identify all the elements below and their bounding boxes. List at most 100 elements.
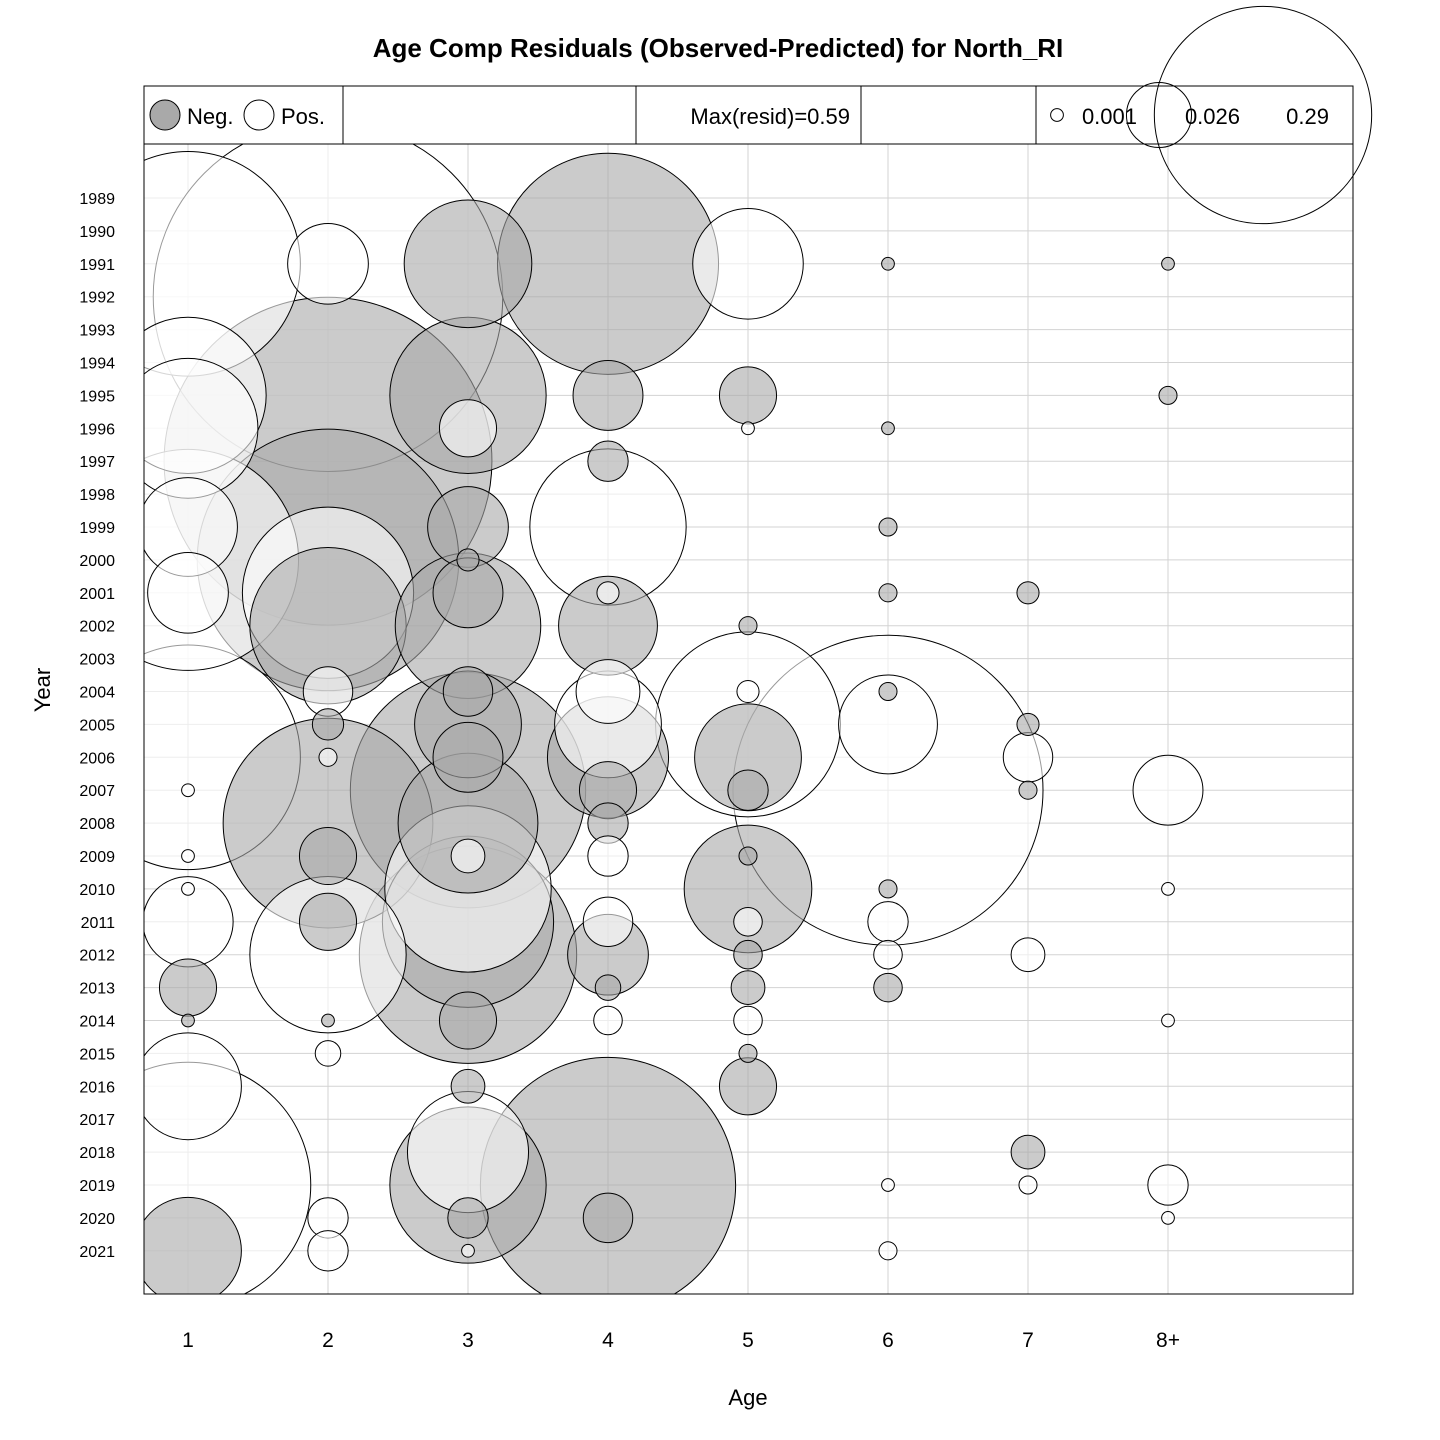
residual-bubble [461, 1243, 475, 1258]
chart-title: Age Comp Residuals (Observed-Predicted) … [373, 33, 1064, 63]
residual-bubble [1161, 882, 1175, 896]
residual-bubble [881, 256, 895, 271]
y-tick-label: 2018 [79, 1145, 115, 1162]
residual-bubble [403, 199, 533, 329]
y-tick-label: 1997 [79, 454, 115, 471]
residual-bubble [438, 399, 498, 458]
y-tick-label: 2011 [81, 915, 116, 932]
legend-size-entries: 0.001 0.026 0.29 [1050, 5, 1373, 225]
residual-bubble [878, 583, 898, 603]
legend-neg-symbol [149, 99, 181, 131]
legend-pos-label: Pos. [281, 104, 325, 129]
residual-bubble [1018, 780, 1038, 800]
residual-bubble [442, 666, 494, 717]
residual-bubble [158, 958, 218, 1017]
residual-bubble [572, 359, 644, 431]
residual-bubble [318, 747, 338, 767]
y-tick-label: 2019 [79, 1178, 115, 1195]
y-tick-label: 1994 [79, 356, 115, 373]
residual-bubble [733, 1005, 763, 1036]
x-tick-label: 8+ [1156, 1329, 1180, 1352]
y-tick-label: 2021 [79, 1244, 115, 1261]
legend-max-box [635, 85, 862, 145]
residual-bubble [298, 826, 358, 886]
residual-bubble [447, 1197, 489, 1239]
y-tick-label: 2013 [79, 981, 115, 998]
residual-bubble [1161, 256, 1175, 271]
residual-bubble [438, 991, 498, 1050]
residual-bubble [1158, 385, 1178, 405]
residual-bubble [456, 548, 480, 572]
residual-bubble [406, 1091, 530, 1214]
residual-bubble [1016, 581, 1040, 605]
legend-size-symbol [1153, 5, 1373, 225]
y-tick-label: 1996 [79, 421, 115, 438]
residual-bubble [144, 1196, 242, 1294]
residual-bubble [718, 366, 778, 425]
legend-pos-symbol [243, 99, 275, 131]
y-tick-label: 2020 [79, 1211, 115, 1228]
y-tick-label: 2008 [79, 816, 115, 833]
residual-bubble [738, 846, 758, 866]
x-tick-labels: 1 2 3 4 5 6 7 8+ [182, 1329, 1180, 1352]
y-tick-label: 1999 [79, 520, 115, 537]
y-tick-label: 2015 [79, 1046, 115, 1063]
residual-bubble [582, 1192, 634, 1244]
legend-size-box [1035, 85, 1354, 145]
x-tick-label: 2 [322, 1329, 334, 1352]
residual-bubble [730, 970, 766, 1005]
residual-bubble [738, 1043, 758, 1063]
residual-bubble [181, 1013, 195, 1028]
residual-bubble [1161, 1211, 1175, 1225]
residual-bubble [582, 896, 634, 948]
residual-bubble [593, 1005, 623, 1036]
y-tick-label: 2009 [79, 849, 115, 866]
residual-bubble [181, 849, 195, 863]
y-tick-labels: 1989 1990 1991 1992 1993 1994 1995 1996 1997 1998… [79, 191, 115, 1261]
y-tick-label: 1998 [79, 487, 115, 504]
legend-size-label: 0.001 [1082, 104, 1137, 129]
y-tick-label: 1991 [79, 257, 115, 274]
residual-bubble [873, 939, 903, 970]
legend-size-label: 0.29 [1286, 104, 1329, 129]
residual-bubble [321, 1013, 335, 1028]
x-tick-label: 5 [742, 1329, 754, 1352]
y-tick-label: 2007 [79, 783, 115, 800]
residual-bubble [307, 1230, 349, 1272]
y-tick-label: 2000 [79, 553, 115, 570]
residual-bubble [838, 674, 938, 775]
x-axis-label: Age [728, 1385, 767, 1410]
residual-bubble [1010, 937, 1046, 973]
residual-bubble [1161, 1013, 1175, 1028]
x-tick-label: 7 [1022, 1329, 1034, 1352]
residual-bubble [878, 517, 898, 537]
residual-bubble [692, 208, 804, 320]
residual-bubble [450, 838, 486, 874]
legend-neg-label: Neg. [187, 104, 233, 129]
y-tick-label: 2006 [79, 750, 115, 767]
residual-bubble [1010, 1134, 1046, 1170]
legend-max-label: Max(resid)=0.59 [690, 104, 850, 129]
residual-bubble [144, 1032, 242, 1141]
residual-bubble [181, 783, 195, 798]
x-tick-label: 1 [182, 1329, 194, 1352]
residual-bubble [181, 882, 195, 896]
residual-bubble [1002, 732, 1054, 783]
y-tick-label: 1992 [79, 290, 115, 307]
residual-bubble [311, 708, 345, 741]
residual-bubble [718, 1057, 778, 1116]
residual-bubble [575, 659, 641, 724]
residual-bubble [287, 222, 369, 305]
residual-bubble [738, 616, 758, 636]
y-tick-label: 2016 [79, 1079, 115, 1096]
residual-bubble [867, 901, 909, 943]
y-tick-label: 2002 [79, 619, 115, 636]
y-axis-label: Year [30, 668, 55, 712]
y-tick-label: 2014 [79, 1014, 115, 1031]
y-tick-label: 2001 [79, 586, 115, 603]
legend-size-label: 0.026 [1185, 104, 1240, 129]
residual-bubble [1147, 1164, 1189, 1206]
x-tick-label: 4 [602, 1329, 614, 1352]
residual-bubble [147, 551, 229, 634]
